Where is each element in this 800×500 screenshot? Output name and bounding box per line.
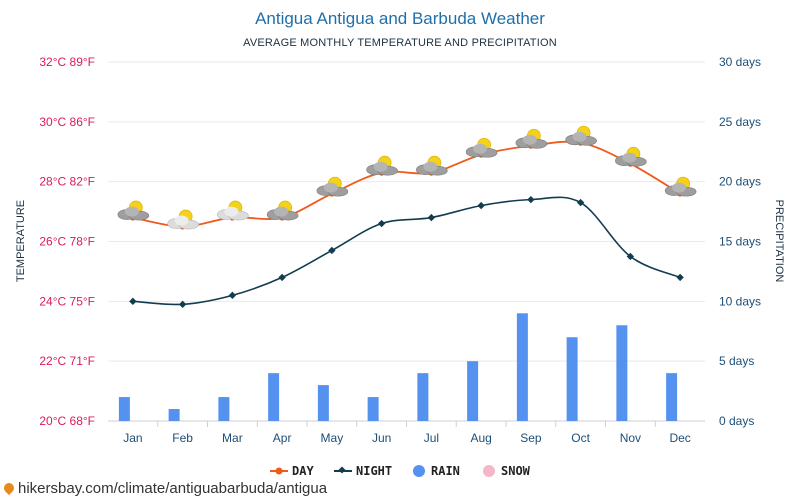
legend-item-snow[interactable]: SNOW: [483, 464, 531, 478]
chart-title: Antigua Antigua and Barbuda Weather: [255, 9, 545, 28]
night-point: [527, 195, 535, 204]
rain-bar: [168, 409, 180, 421]
partly-cloudy-icon: [117, 200, 150, 221]
right-tick-label: 25 days: [719, 115, 761, 129]
rain-bar: [417, 373, 429, 421]
left-tick-label: 30°C 86°F: [39, 115, 95, 129]
night-line: [132, 196, 681, 306]
right-tick-label: 15 days: [719, 235, 761, 249]
rain-bar: [467, 361, 479, 421]
night-point: [427, 213, 436, 222]
partly-cloudy-icon: [465, 137, 498, 158]
left-axis-ticks: 20°C 68°F 22°C 71°F 24°C 75°F 26°C 78°F 28°C…: [39, 55, 95, 428]
night-point: [377, 219, 386, 228]
legend-item-day[interactable]: DAY: [270, 464, 314, 478]
legend: DAY NIGHT RAIN SNOW: [270, 464, 531, 478]
legend-label-rain: RAIN: [431, 464, 460, 478]
rain-bar: [666, 373, 678, 421]
night-point: [278, 273, 286, 282]
right-tick-label: 0 days: [719, 414, 754, 428]
legend-label-snow: SNOW: [501, 464, 531, 478]
day-series: [129, 139, 684, 230]
cloudy-sun-icon: [217, 200, 249, 221]
partly-cloudy-icon: [266, 200, 299, 221]
rain-bar: [616, 325, 628, 421]
chart-subtitle: AVERAGE MONTHLY TEMPERATURE AND PRECIPIT…: [243, 37, 557, 49]
night-point: [129, 297, 137, 306]
right-tick-label: 20 days: [719, 175, 761, 189]
left-axis-title: TEMPERATURE: [15, 200, 27, 282]
x-tick-label: Jun: [372, 431, 391, 445]
x-tick-label: Feb: [172, 431, 193, 445]
x-tick-label: Dec: [669, 431, 690, 445]
night-point: [676, 273, 684, 282]
rain-bar: [516, 313, 528, 421]
x-axis: Jan Feb Mar Apr May Jun Jul Aug Sep Oct Nov Dec: [123, 421, 691, 445]
night-point: [477, 201, 485, 210]
rain-bars: [118, 313, 678, 421]
source-text: hikersbay.com/climate/antiguabarbuda/ant…: [18, 480, 328, 497]
right-axis-ticks: 0 days 5 days 10 days 15 days 20 days 25 days…: [719, 55, 761, 428]
rain-bar: [317, 385, 329, 421]
legend-item-rain[interactable]: RAIN: [413, 464, 460, 478]
partly-cloudy-icon: [615, 146, 647, 167]
day-line: [132, 140, 681, 228]
x-tick-label: May: [321, 431, 344, 445]
right-tick-label: 10 days: [719, 294, 761, 308]
legend-label-night: NIGHT: [356, 464, 392, 478]
night-point: [576, 198, 585, 207]
rain-bar: [118, 397, 130, 421]
x-tick-label: Aug: [470, 431, 491, 445]
right-tick-label: 30 days: [719, 55, 761, 69]
night-point: [626, 252, 635, 261]
x-tick-label: Nov: [620, 431, 641, 445]
partly-cloudy-icon: [416, 155, 448, 176]
x-tick-label: Oct: [571, 431, 590, 445]
rain-bar: [268, 373, 280, 421]
x-tick-label: Mar: [222, 431, 243, 445]
x-tick-label: Apr: [273, 431, 292, 445]
right-axis-title: PRECIPITATION: [773, 200, 785, 283]
partly-cloudy-icon: [366, 155, 398, 176]
partly-cloudy-icon: [664, 176, 697, 197]
right-tick-label: 5 days: [719, 354, 754, 368]
left-tick-label: 32°C 89°F: [39, 55, 95, 69]
left-tick-label: 26°C 78°F: [39, 235, 95, 249]
rain-bar: [218, 397, 230, 421]
legend-item-night[interactable]: NIGHT: [334, 464, 392, 478]
left-tick-label: 24°C 75°F: [39, 294, 95, 308]
night-point: [228, 291, 237, 300]
left-tick-label: 20°C 68°F: [39, 414, 95, 428]
source-link[interactable]: hikersbay.com/climate/antiguabarbuda/ant…: [1, 480, 328, 497]
partly-cloudy-icon: [565, 125, 597, 146]
weather-icons: [117, 125, 697, 230]
rain-bar: [367, 397, 379, 421]
legend-label-day: DAY: [292, 464, 314, 478]
partly-cloudy-icon: [316, 176, 349, 197]
night-point: [328, 246, 336, 255]
night-series: [129, 195, 684, 309]
location-pin-icon: [1, 480, 17, 495]
x-tick-label: Sep: [520, 431, 542, 445]
x-tick-label: Jul: [424, 431, 439, 445]
night-point: [178, 300, 187, 309]
cloudy-sun-icon: [167, 209, 199, 230]
left-tick-label: 22°C 71°F: [39, 354, 95, 368]
partly-cloudy-icon: [515, 128, 548, 149]
rain-bar: [566, 337, 578, 421]
x-tick-label: Jan: [123, 431, 142, 445]
left-tick-label: 28°C 82°F: [39, 175, 95, 189]
